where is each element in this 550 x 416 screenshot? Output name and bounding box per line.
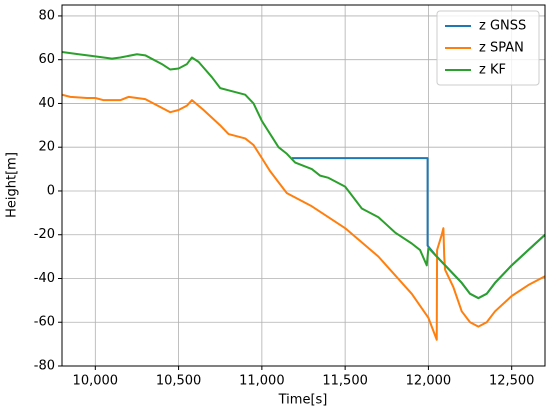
y-tick-label: 80 bbox=[38, 8, 55, 23]
legend-label: z KF bbox=[479, 63, 506, 78]
x-tick-label: 12,500 bbox=[489, 374, 535, 389]
y-tick-label: -80 bbox=[34, 359, 55, 374]
y-axis-label: Height[m] bbox=[5, 152, 20, 218]
y-tick-label: 20 bbox=[38, 140, 55, 155]
legend-label: z SPAN bbox=[479, 41, 524, 56]
x-tick-label: 10,500 bbox=[156, 374, 202, 389]
legend: z GNSS z SPAN z KF bbox=[436, 10, 540, 86]
line bbox=[62, 51, 545, 300]
y-tick-label: -40 bbox=[34, 271, 55, 286]
y-tick-label: 60 bbox=[38, 52, 55, 67]
plot-frame bbox=[61, 4, 546, 367]
line bbox=[62, 93, 545, 341]
x-tick-label: 12,000 bbox=[406, 374, 452, 389]
x-tick-label: 10,000 bbox=[73, 374, 119, 389]
x-tick-label: 11,000 bbox=[239, 374, 285, 389]
y-tick-label: 0 bbox=[47, 183, 55, 198]
x-axis-label: Time[s] bbox=[278, 393, 328, 408]
x-tick-label: 11,500 bbox=[322, 374, 368, 389]
y-tick-label: 40 bbox=[38, 96, 55, 111]
y-tick-label: -20 bbox=[34, 227, 55, 242]
legend-label: z GNSS bbox=[479, 19, 526, 34]
legend-box bbox=[436, 10, 540, 86]
y-tick-label: -60 bbox=[34, 315, 55, 330]
